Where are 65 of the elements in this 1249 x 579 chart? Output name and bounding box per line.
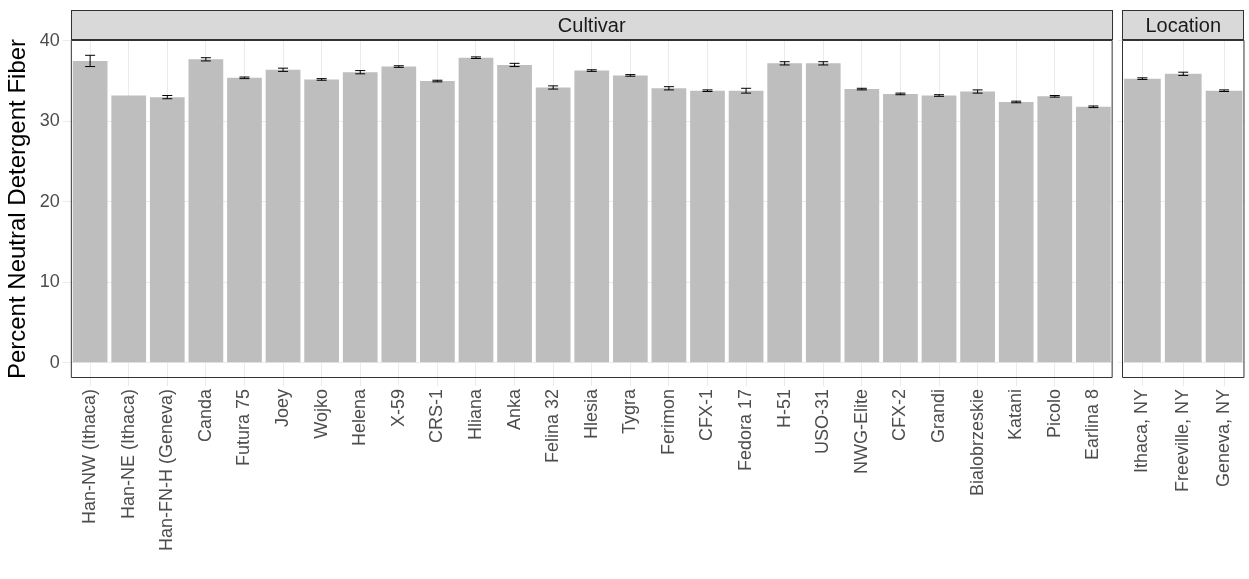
bar [651,88,687,363]
x-tick-label: Geneva, NY [1213,389,1234,488]
bar [805,63,841,363]
x-tick-label: Canda [194,388,215,443]
chart-title: Location [1122,10,1245,40]
x-tick-label: Ithaca, NY [1131,389,1152,474]
x-tick-label: Anka [503,388,524,431]
bar [998,101,1034,363]
bar [497,64,532,363]
y-tick-label: 20 [39,190,60,211]
bar [612,75,648,363]
x-tick-label: Katani [1005,389,1026,441]
x-tick-label: Tygra [619,388,640,435]
bar [381,66,417,363]
x-tick-label: Han-FN-H (Geneva) [156,389,177,552]
x-tick-label: Ferimon [657,389,678,456]
bar [844,89,880,363]
x-tick-label: Earlina 8 [1082,389,1103,461]
x-tick-label: Han-NW (Ithaca) [79,389,100,525]
bar [304,79,339,363]
chart-title: Cultivar [70,10,1113,40]
bar [1037,96,1073,363]
x-tick-label: Helena [349,388,370,447]
bar [690,90,725,363]
bar [72,60,108,363]
x-tick-label: Wojko [310,389,331,439]
x-tick-label: Grandi [927,389,948,444]
bar [574,70,610,363]
x-tick-label: Fedora 17 [735,389,756,472]
bar [1076,106,1111,363]
x-tick-label: Freeville, NY [1172,389,1193,493]
y-tick-label: 0 [49,351,60,372]
bar [458,57,494,363]
y-axis-title: Percent Neutral Detergent Fiber [3,38,31,380]
x-tick-label: H-51 [773,389,794,429]
bar [883,93,918,363]
bar [342,72,378,363]
bar [535,87,571,363]
x-tick-label: Hlesia [580,388,601,440]
bar [111,95,147,363]
x-tick-label: Han-NE (Ithaca) [117,389,138,520]
x-tick-label: Felina 32 [542,389,563,464]
bar [188,59,224,363]
x-tick-label: CFX-2 [889,389,910,442]
bar [420,81,455,363]
bar [960,91,995,363]
bar [728,90,764,363]
x-tick-label: Hliana [464,388,485,441]
x-tick-label: CFX-1 [696,389,717,442]
x-tick-label: Futura 75 [233,389,254,467]
bar [265,69,301,363]
x-tick-label: NWG-Elite [850,389,871,474]
bar [767,63,803,363]
y-tick-label: 10 [39,271,60,292]
x-tick-label: USO-31 [812,389,833,455]
bar [921,95,957,363]
x-tick-label: Picolo [1043,389,1064,439]
y-tick-label: 30 [39,110,60,131]
x-tick-label: Joey [272,389,293,428]
x-tick-label: Bialobrzeskie [966,389,987,497]
x-tick-label: CRS-1 [426,389,447,444]
y-tick-label: 40 [39,29,60,50]
x-tick-label: X-59 [387,389,408,428]
bar [227,77,262,363]
bar [149,97,185,363]
